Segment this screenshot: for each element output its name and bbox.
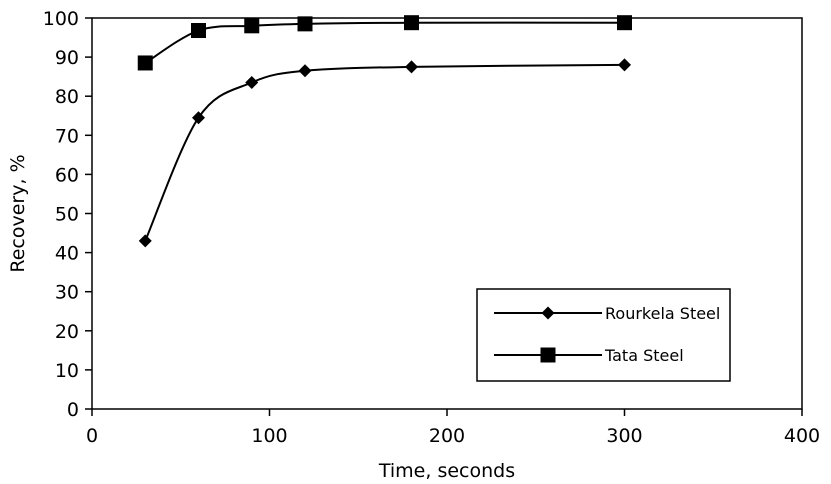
- plot-frame: [91, 17, 803, 410]
- x-tick-label: 300: [606, 425, 642, 447]
- square-point: [297, 16, 313, 32]
- y-tick-label: 100: [43, 8, 79, 30]
- series-rourkela-steel: [138, 58, 631, 248]
- square-point: [137, 55, 153, 71]
- y-tick-label: 70: [55, 125, 79, 147]
- square-point: [191, 23, 206, 39]
- y-tick-label: 40: [55, 243, 79, 265]
- series-tata-steel: [137, 15, 632, 71]
- y-tick-label: 90: [55, 47, 79, 69]
- legend-box: [476, 288, 731, 382]
- y-tick-label: 80: [55, 86, 79, 108]
- x-tick-label: 0: [86, 425, 98, 447]
- x-tick-label: 100: [251, 425, 287, 447]
- legend: Rourkela Steel Tata Steel: [476, 288, 731, 382]
- diamond-point: [138, 234, 152, 248]
- y-tick-label: 50: [55, 204, 79, 226]
- legend-diamond-icon: [541, 306, 555, 320]
- y-tick-label: 60: [55, 164, 79, 186]
- y-axis-ticks: 0 10 20 30 40 50 60 70 80 90 100: [43, 8, 92, 421]
- square-point: [244, 18, 260, 34]
- y-tick-label: 10: [55, 360, 79, 382]
- square-point: [617, 15, 632, 31]
- y-tick-label: 0: [67, 399, 79, 421]
- square-point: [404, 15, 419, 31]
- x-tick-label: 400: [784, 425, 820, 447]
- diamond-point: [618, 58, 631, 72]
- series-line: [144, 21, 625, 64]
- y-axis-title: Recovery, %: [7, 154, 29, 272]
- diamond-point: [192, 111, 205, 125]
- legend-item: Tata Steel: [494, 346, 684, 365]
- x-axis-ticks: 0 100 200 300 400: [86, 409, 820, 447]
- diamond-point: [405, 60, 418, 74]
- diamond-point: [245, 76, 259, 90]
- x-axis-title: Time, seconds: [378, 460, 515, 482]
- legend-square-icon: [540, 347, 556, 363]
- x-tick-label: 200: [429, 425, 465, 447]
- series-layer: [137, 15, 632, 248]
- legend-items: Rourkela Steel Tata Steel: [494, 304, 720, 365]
- legend-label: Tata Steel: [604, 346, 684, 365]
- diamond-point: [298, 64, 312, 78]
- series-line: [144, 63, 625, 242]
- legend-label: Rourkela Steel: [605, 304, 720, 323]
- y-tick-label: 30: [55, 282, 79, 304]
- legend-item: Rourkela Steel: [494, 304, 720, 323]
- y-tick-label: 20: [55, 321, 79, 343]
